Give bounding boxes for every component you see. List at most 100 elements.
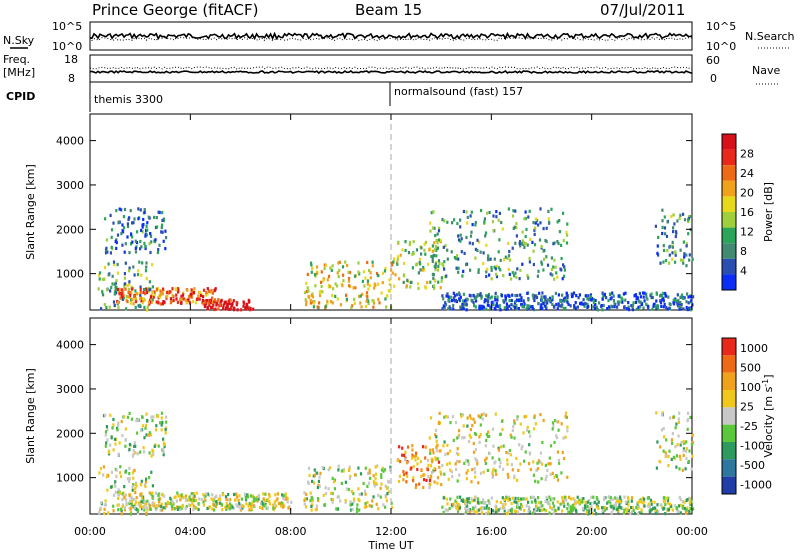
data-cell: [561, 509, 564, 513]
data-cell: [274, 503, 277, 507]
data-cell: [537, 223, 540, 227]
data-cell: [387, 490, 390, 494]
data-cell: [391, 505, 394, 510]
data-cell: [115, 209, 118, 213]
data-cell: [676, 302, 679, 306]
data-cell: [142, 217, 145, 222]
data-cell: [124, 438, 127, 442]
data-cell: [654, 511, 657, 516]
data-cell: [539, 413, 542, 417]
data-cell: [114, 437, 117, 441]
data-cell: [465, 458, 468, 463]
data-cell: [660, 428, 664, 432]
data-cell: [448, 461, 451, 465]
data-cell: [510, 507, 513, 511]
data-cell: [682, 261, 685, 265]
data-cell: [465, 497, 469, 501]
data-cell: [392, 260, 395, 264]
data-cell: [98, 511, 101, 515]
data-cell: [99, 467, 102, 471]
data-cell: [308, 473, 311, 478]
data-cell: [532, 473, 535, 477]
data-cell: [514, 271, 517, 275]
data-cell: [457, 238, 461, 242]
data-cell: [682, 240, 685, 244]
data-cell: [351, 502, 354, 506]
data-cell: [313, 473, 317, 477]
data-cell: [213, 307, 216, 312]
data-cell: [494, 504, 497, 508]
data-cell: [153, 215, 156, 219]
data-cell: [559, 304, 562, 308]
data-cell: [443, 472, 446, 476]
data-cell: [353, 301, 356, 305]
data-cell: [682, 296, 685, 301]
data-cell: [528, 209, 531, 213]
data-cell: [523, 497, 526, 501]
data-cell: [124, 470, 127, 474]
data-cell: [653, 500, 656, 504]
data-cell: [373, 286, 376, 290]
data-cell: [374, 283, 377, 287]
data-cell: [312, 305, 315, 309]
data-cell: [178, 494, 181, 498]
data-cell: [266, 506, 269, 510]
data-cell: [610, 296, 613, 300]
data-cell: [151, 285, 154, 289]
freq-unit-label: [MHz]: [3, 66, 35, 79]
nave-trace: [89, 66, 693, 70]
data-cell: [142, 298, 145, 303]
data-cell: [639, 300, 642, 304]
data-cell: [365, 291, 369, 295]
data-cell: [119, 474, 123, 479]
data-cell: [485, 274, 488, 279]
data-cell: [642, 295, 645, 299]
data-cell: [182, 291, 185, 295]
data-cell: [212, 502, 215, 507]
data-cell: [515, 500, 518, 504]
data-cell: [459, 239, 462, 243]
data-cell: [472, 450, 476, 454]
data-cell: [483, 220, 486, 224]
colorbar-segment: [722, 355, 736, 373]
data-cell: [133, 468, 136, 473]
data-cell: [362, 481, 365, 486]
data-cell: [647, 307, 650, 311]
data-cell: [630, 304, 633, 308]
data-cell: [322, 277, 325, 281]
colorbar-segment: [722, 338, 736, 356]
data-cell: [401, 453, 404, 457]
data-cell: [462, 307, 465, 311]
data-cell: [514, 496, 517, 500]
data-cell: [338, 268, 341, 273]
data-cell: [515, 304, 518, 308]
data-cell: [509, 453, 512, 457]
data-cell: [349, 474, 352, 479]
data-cell: [435, 435, 438, 439]
data-cell: [525, 428, 529, 432]
data-cell: [417, 286, 420, 290]
data-cell: [487, 254, 490, 258]
data-cell: [620, 499, 623, 503]
data-cell: [388, 289, 391, 293]
data-cell: [528, 430, 531, 434]
data-cell: [680, 302, 683, 307]
data-cell: [160, 502, 163, 506]
data-cell: [685, 456, 688, 460]
station-title: Prince George (fitACF): [92, 1, 258, 19]
data-cell: [465, 297, 468, 301]
data-cell: [227, 498, 230, 502]
data-cell: [126, 222, 129, 226]
data-cell: [671, 251, 674, 255]
data-cell: [576, 495, 579, 499]
data-cell: [485, 243, 488, 247]
data-cell: [304, 298, 307, 302]
data-cell: [679, 511, 682, 515]
data-cell: [355, 510, 359, 514]
data-cell: [686, 427, 689, 431]
data-cell: [505, 305, 509, 309]
data-cell: [457, 257, 460, 261]
data-cell: [396, 255, 399, 259]
data-cell: [686, 308, 689, 312]
data-cell: [208, 303, 211, 307]
